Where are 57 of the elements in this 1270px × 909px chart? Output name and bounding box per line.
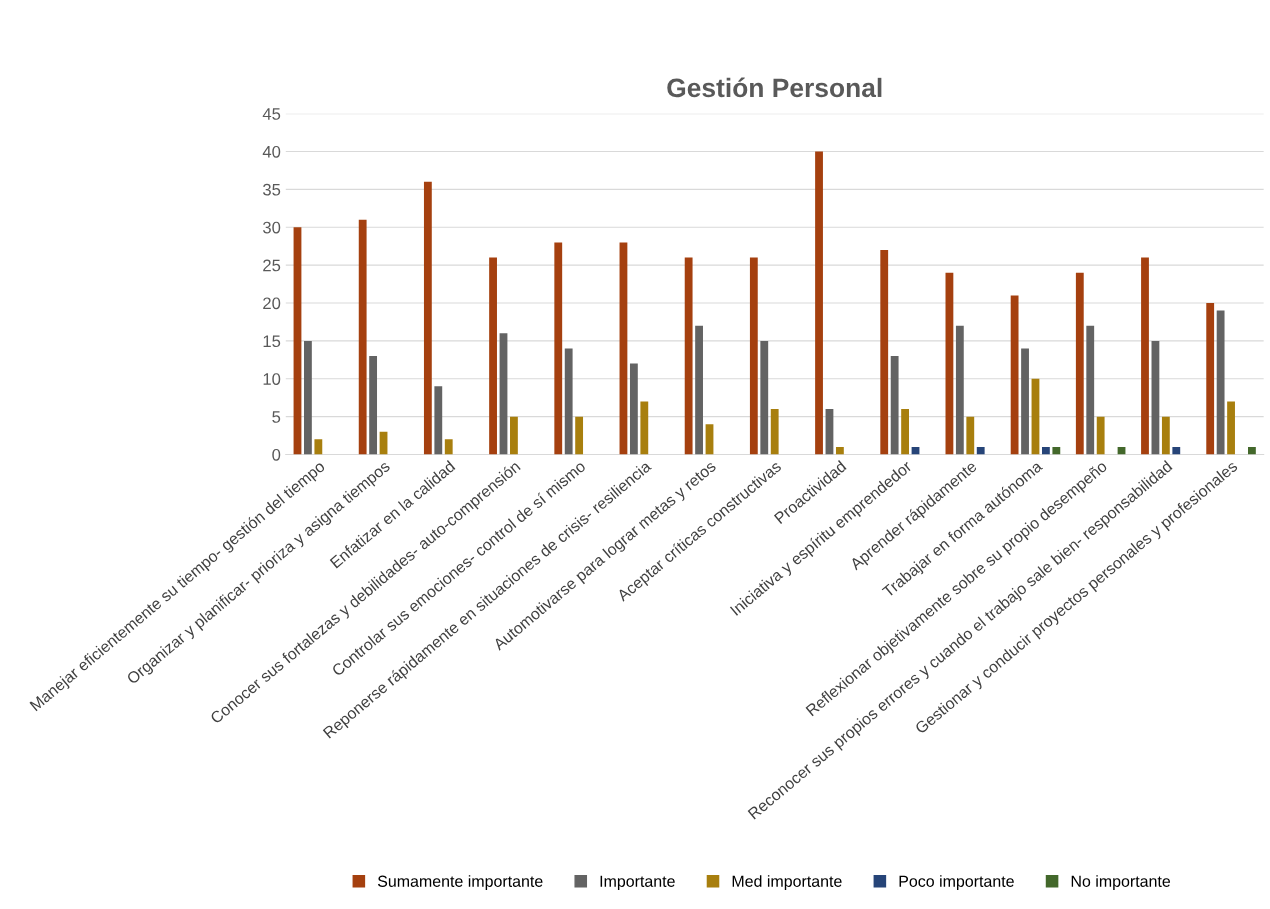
bar: [815, 151, 823, 455]
bar: [1052, 446, 1061, 455]
bar: [1172, 446, 1181, 455]
y-tick-label: 45: [262, 108, 281, 120]
y-tick-label: 0: [272, 448, 281, 461]
legend-label: Importante: [600, 875, 675, 891]
y-tick-label: 5: [272, 411, 281, 423]
bar: [684, 257, 693, 455]
y-tick-label: 35: [262, 183, 281, 196]
y-tick-label: 15: [263, 335, 281, 348]
bar: [1227, 401, 1235, 455]
bar: [890, 356, 899, 455]
bar: [444, 439, 453, 455]
bar: [1216, 310, 1225, 455]
bar: [1141, 257, 1149, 455]
bar: [695, 325, 703, 455]
bar: [1010, 295, 1019, 455]
bar: [770, 409, 779, 455]
bar: [304, 340, 312, 455]
y-tick-label: 10: [263, 373, 281, 385]
bar: [314, 439, 323, 455]
legend-label: Poco importante: [899, 875, 1014, 891]
bar: [629, 363, 638, 455]
bar: [510, 416, 518, 455]
bar: [749, 257, 758, 455]
bar: [976, 446, 985, 455]
y-tick-label: 25: [263, 259, 281, 272]
legend-label: Med importante: [732, 875, 842, 891]
y-tick-label: 30: [262, 221, 281, 234]
bar: [1206, 303, 1215, 455]
bar: [423, 181, 432, 455]
bar: [489, 257, 497, 455]
bar: [554, 242, 563, 455]
bar: [760, 340, 769, 455]
bar: [434, 386, 443, 455]
bar: [640, 401, 649, 455]
bar: [1041, 446, 1050, 455]
bar: [880, 249, 889, 455]
bar: [1096, 416, 1105, 455]
legend-label: Sumamente importante: [377, 875, 543, 891]
bar: [1248, 446, 1256, 455]
chart-title: Gestión Personal: [667, 77, 882, 98]
bar: [1086, 325, 1095, 455]
y-tick-label: 20: [263, 297, 281, 310]
bar: [564, 348, 573, 455]
bar: [1021, 348, 1029, 455]
bar: [575, 416, 584, 455]
bar: [358, 219, 367, 455]
bar: [966, 416, 975, 455]
bar: [901, 409, 909, 455]
bar: [835, 446, 844, 455]
legend-label: No importante: [1071, 875, 1171, 891]
y-tick-label: 40: [262, 145, 281, 158]
bar: [955, 325, 964, 455]
bar: [1161, 416, 1170, 455]
bar: [1075, 272, 1084, 455]
bar: [369, 356, 378, 455]
